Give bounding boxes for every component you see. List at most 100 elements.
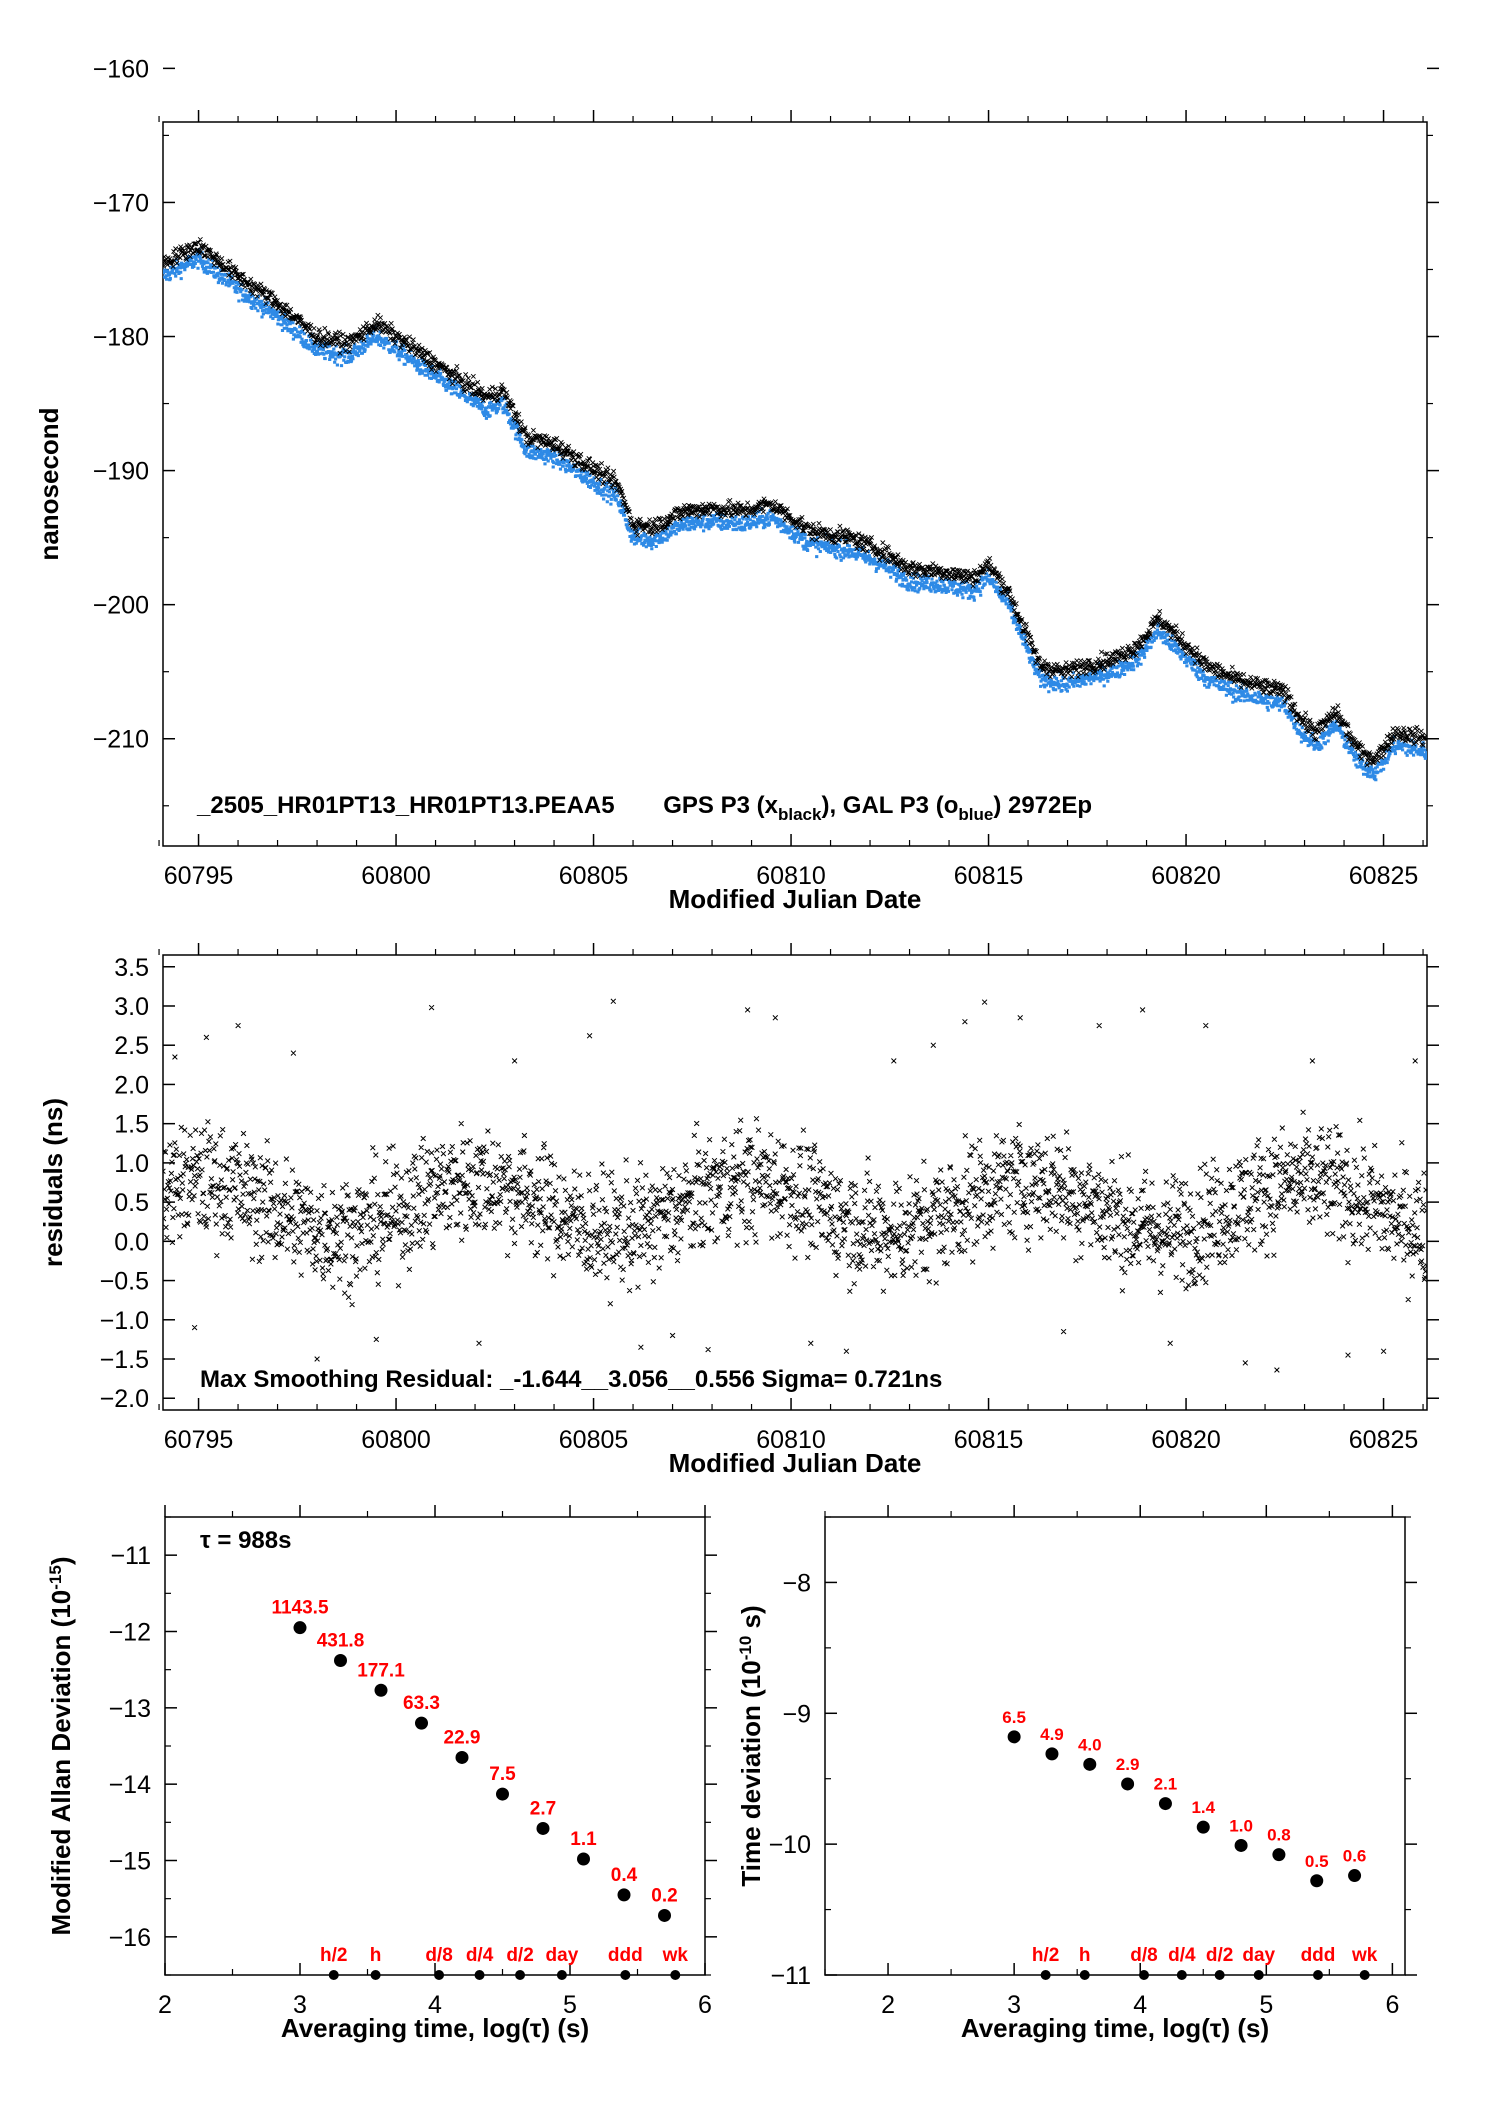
interval-marker-label: wk [662, 1945, 689, 1966]
deviation-value-label: 1.4 [1191, 1798, 1215, 1817]
interval-marker [670, 1970, 681, 1980]
deviation-point [415, 1716, 428, 1730]
deviation-point [1158, 1797, 1172, 1811]
y-tick-label: −15 [109, 1848, 151, 1876]
x-tick-label: 6 [1385, 1991, 1399, 2019]
x-tick-label: 60805 [559, 862, 629, 890]
deviation-point [536, 1821, 550, 1835]
deviation-point [1083, 1757, 1097, 1771]
chart-panel-1: 60795 60800 60805 60810 60815 60820 60825 −160 −… [34, 55, 1439, 914]
interval-marker-label: ddd [608, 1945, 643, 1966]
x-tick-label: 60825 [1349, 862, 1419, 890]
x-tick-label: 4 [428, 1991, 442, 2019]
x-axis-label: Modified Julian Date [669, 1448, 922, 1478]
top-annotation: _2505_HR01PT13_HR01PT13.PEAA5 GPS P3 (xb… [196, 792, 1092, 824]
y-axis-label: nanosecond [34, 407, 64, 560]
deviation-point [1007, 1730, 1021, 1744]
y-tick-label: −180 [93, 324, 149, 352]
chart-panel-2: 60795 60800 60805 60810 60815 60820 60825 3.5 3.… [38, 943, 1439, 1478]
deviation-value-label: 2.9 [1116, 1755, 1140, 1774]
deviation-point [1121, 1777, 1135, 1791]
interval-marker-label: h [1079, 1945, 1091, 1966]
interval-marker [1040, 1970, 1051, 1980]
series-gps-p3-points [163, 236, 1427, 768]
interval-marker [515, 1970, 526, 1980]
deviation-value-label: 63.3 [403, 1693, 440, 1714]
y-tick-label: −14 [109, 1771, 152, 1799]
x-tick-label: 5 [1259, 1991, 1273, 2019]
y-tick-label: 2.5 [114, 1032, 149, 1060]
deviation-point [496, 1787, 509, 1801]
x-tick-label: 3 [1007, 1991, 1021, 2019]
deviation-point [334, 1654, 347, 1668]
interval-marker [1214, 1970, 1225, 1980]
deviation-point [455, 1750, 469, 1764]
y-tick-label: −10 [769, 1831, 811, 1859]
interval-marker-label: h/2 [1032, 1945, 1059, 1966]
y-tick-label: 1.5 [114, 1111, 149, 1139]
deviation-value-label: 0.4 [611, 1865, 638, 1886]
y-tick-label: −2.0 [100, 1385, 149, 1413]
y-tick-label: −160 [93, 55, 149, 83]
interval-marker [370, 1970, 381, 1980]
deviation-point [1348, 1869, 1362, 1883]
deviation-point [1310, 1874, 1324, 1888]
y-axis-label: residuals (ns) [38, 1098, 68, 1267]
interval-marker [1359, 1970, 1370, 1980]
x-tick-label: 4 [1133, 1991, 1147, 2019]
x-tick-label: 3 [293, 1991, 307, 2019]
series-gal-p3-points [163, 248, 1427, 782]
interval-marker-label: d/2 [1206, 1945, 1233, 1966]
y-tick-label: 1.0 [114, 1150, 149, 1178]
deviation-value-label: 1.1 [570, 1829, 597, 1850]
interval-marker [1079, 1970, 1090, 1980]
interval-marker-label: d/2 [506, 1945, 533, 1966]
deviation-point [1234, 1838, 1248, 1852]
deviation-value-label: 0.5 [1305, 1852, 1329, 1871]
interval-marker [1313, 1970, 1323, 1980]
y-tick-label: 2.0 [114, 1071, 149, 1099]
deviation-value-label: 0.6 [1343, 1847, 1367, 1866]
x-tick-label: 60795 [164, 862, 234, 890]
deviation-value-label: 4.0 [1078, 1735, 1102, 1754]
deviation-value-label: 0.8 [1267, 1826, 1291, 1845]
interval-marker [556, 1970, 567, 1980]
interval-marker [434, 1970, 445, 1980]
x-tick-label: 60810 [756, 1426, 826, 1454]
x-tick-label: 60810 [756, 862, 826, 890]
deviation-value-label: 1.0 [1229, 1816, 1253, 1835]
interval-marker [1253, 1970, 1264, 1980]
deviation-value-label: 22.9 [444, 1727, 481, 1748]
x-tick-label: 60815 [954, 862, 1024, 890]
interval-marker [1176, 1970, 1187, 1980]
y-tick-label: −200 [93, 592, 149, 620]
deviation-value-label: 177.1 [357, 1660, 405, 1681]
residual-annotation: Max Smoothing Residual: _-1.644__3.056__… [200, 1366, 942, 1393]
x-tick-label: 60820 [1151, 862, 1221, 890]
interval-marker [474, 1970, 485, 1980]
x-tick-label: 60800 [361, 1426, 431, 1454]
interval-marker-label: d/8 [1130, 1945, 1157, 1966]
y-axis-label: Time deviation (10-10 s) [736, 1605, 766, 1886]
deviation-value-label: 7.5 [489, 1764, 516, 1785]
deviation-value-label: 1143.5 [271, 1598, 328, 1619]
interval-marker-label: ddd [1301, 1945, 1336, 1966]
x-tick-label: 60820 [1151, 1426, 1221, 1454]
deviation-value-label: 2.1 [1154, 1775, 1178, 1794]
interval-marker [620, 1970, 631, 1980]
plot-frame [162, 954, 1428, 1411]
plot-frame [824, 1516, 1406, 1976]
deviation-point [577, 1852, 590, 1866]
y-tick-label: −13 [109, 1695, 151, 1723]
y-tick-label: −1.0 [100, 1307, 149, 1335]
chart-panel-3: 2 3 4 5 6 −11 −12 −13 −14 −15 −16 Averaging time, l… [46, 1505, 717, 2043]
x-axis-label: Averaging time, log(τ) (s) [281, 2013, 589, 2043]
deviation-value-label: 2.7 [530, 1798, 556, 1819]
x-tick-label: 2 [158, 1991, 172, 2019]
y-tick-label: −11 [770, 1962, 811, 1990]
x-tick-label: 60800 [361, 862, 431, 890]
deviation-value-label: 431.8 [317, 1631, 365, 1652]
x-tick-label: 60805 [559, 1426, 629, 1454]
y-tick-label: 0.5 [114, 1189, 149, 1217]
